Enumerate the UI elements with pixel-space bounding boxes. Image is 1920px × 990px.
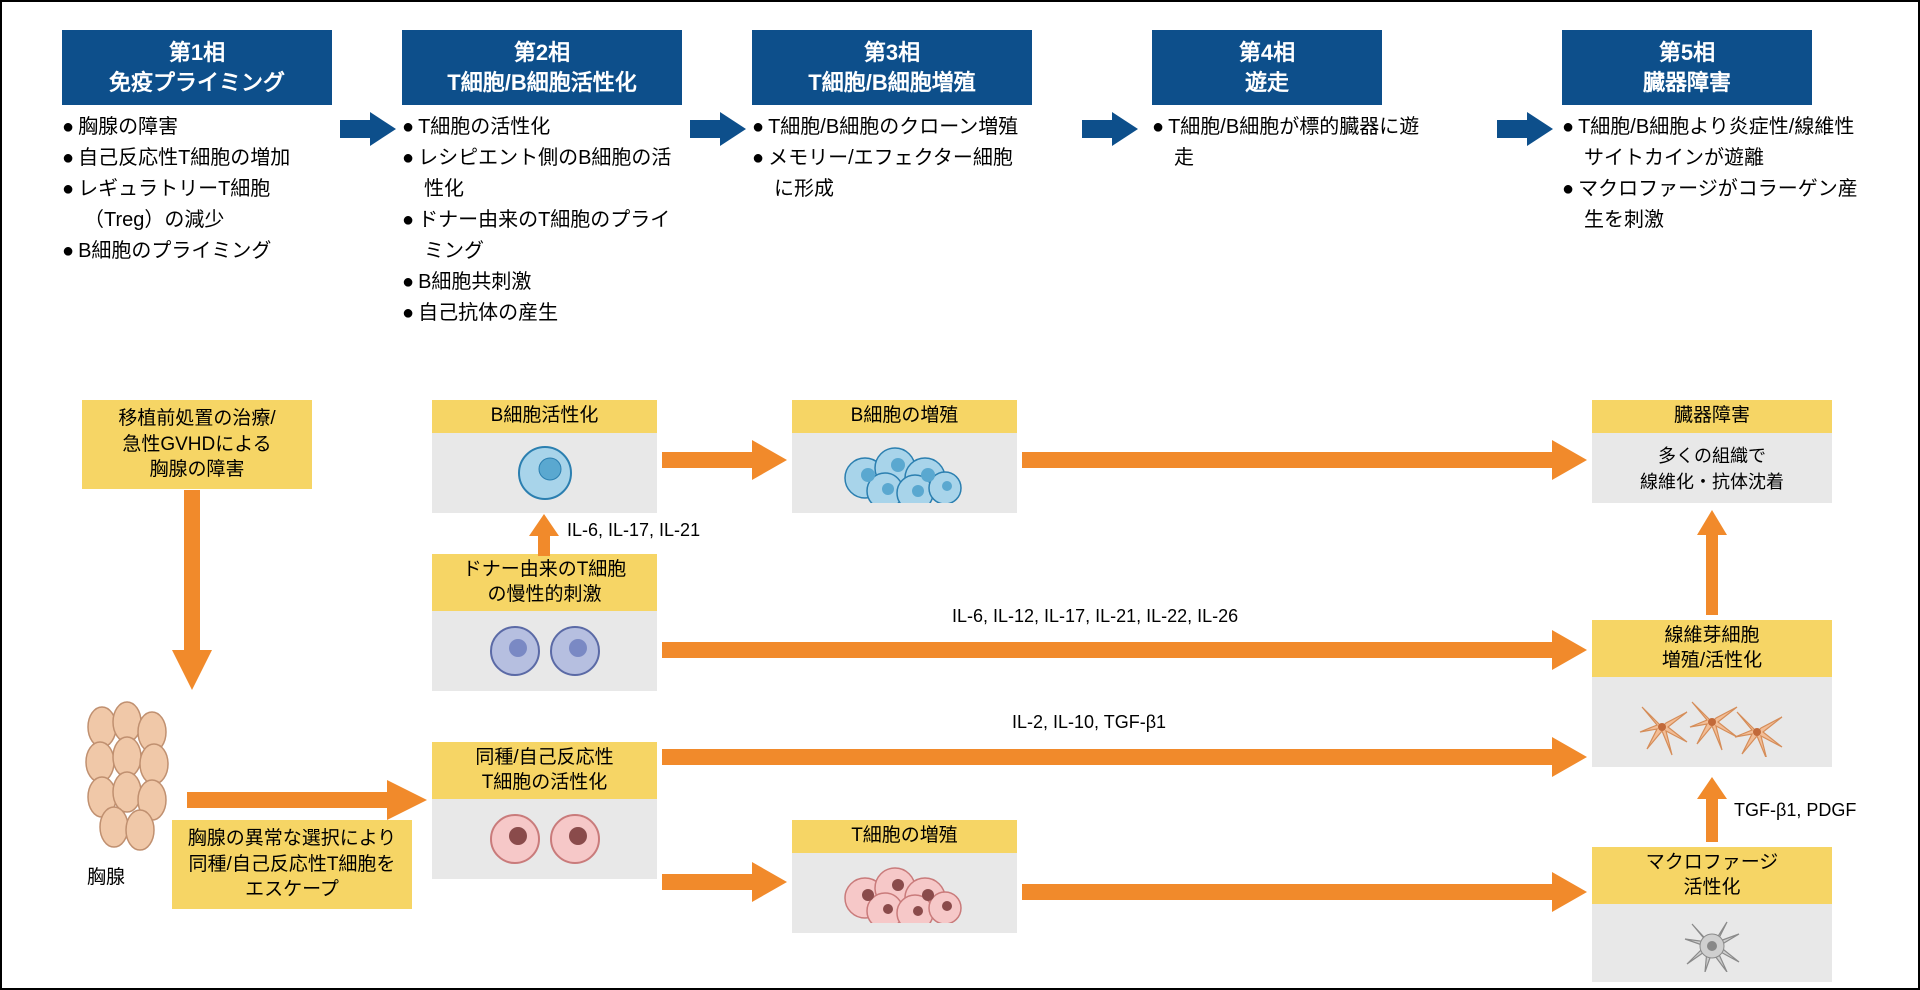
- arrow-donor-to-fibro: [662, 630, 1587, 670]
- note-escape: 胸腺の異常な選択により同種/自己反応性T細胞をエスケープ: [172, 820, 412, 909]
- panel-macrophage: マクロファージ 活性化: [1592, 847, 1832, 982]
- arrow-tprolif-to-macro: [1022, 872, 1587, 912]
- arrow-note-to-thymus: [172, 490, 212, 690]
- phase-arrow-2-3: [690, 112, 746, 146]
- t-cells-cluster-icon: [840, 863, 970, 923]
- arrow-bprolif-to-organ: [1022, 440, 1587, 480]
- phase1-bullets: 胸腺の障害 自己反応性T細胞の増加 レギュラトリーT細胞（Treg）の減少 B細…: [62, 112, 332, 267]
- arrow-thymus-to-allo: [187, 780, 427, 820]
- label-il6-12-17-21-22-26: IL-6, IL-12, IL-17, IL-21, IL-22, IL-26: [952, 606, 1238, 627]
- phase2-bullets: T細胞の活性化 レシピエント側のB細胞の活性化 ドナー由来のT細胞のプライミング…: [402, 112, 682, 329]
- donor-t-cells-icon: [480, 621, 610, 681]
- note-thymus-damage: 移植前処置の治療/ 急性GVHDによる 胸腺の障害: [82, 400, 312, 489]
- phase1-line1: 第1相: [74, 38, 320, 68]
- panel-t-proliferation: T細胞の増殖: [792, 820, 1017, 933]
- thymus-label: 胸腺: [87, 862, 125, 889]
- phase4-line2: 遊走: [1164, 68, 1370, 98]
- arrow-fibro-to-organ: [1697, 510, 1727, 615]
- phase-arrow-3-4: [1082, 112, 1138, 146]
- arrow-allo-to-fibro: [662, 737, 1587, 777]
- phase5-line1: 第5相: [1574, 38, 1800, 68]
- phase-arrow-4-5: [1497, 112, 1553, 146]
- arrow-donor-to-b: [529, 514, 559, 556]
- panel-fibroblast: 線維芽細胞 増殖/活性化: [1592, 620, 1832, 767]
- phase4-line1: 第4相: [1164, 38, 1370, 68]
- label-tgfb1-pdgf: TGF-β1, PDGF: [1734, 800, 1856, 821]
- panel-b-activation: B細胞活性化: [432, 400, 657, 513]
- phase3-header: 第3相 T細胞/B細胞増殖: [752, 30, 1032, 105]
- phase5-bullets: T細胞/B細胞より炎症性/線維性サイトカインが遊離 マクロファージがコラーゲン産…: [1562, 112, 1862, 236]
- phase-arrow-1-2: [340, 112, 396, 146]
- panel-donor-t: ドナー由来のT細胞 の慢性的刺激: [432, 554, 657, 691]
- panel-organ-damage: 臓器障害 多くの組織で 線維化・抗体沈着: [1592, 400, 1832, 503]
- phase1-line2: 免疫プライミング: [74, 68, 320, 98]
- phase1-header: 第1相 免疫プライミング: [62, 30, 332, 105]
- phase2-header: 第2相 T細胞/B細胞活性化: [402, 30, 682, 105]
- phase3-bullets: T細胞/B細胞のクローン増殖 メモリー/エフェクター細胞に形成: [752, 112, 1032, 205]
- panel-b-proliferation: B細胞の増殖: [792, 400, 1017, 513]
- b-cell-icon: [515, 443, 575, 503]
- phase3-line2: T細胞/B細胞増殖: [764, 68, 1020, 98]
- fibroblast-icon: [1632, 687, 1792, 757]
- label-il2-10-tgfb1: IL-2, IL-10, TGF-β1: [1012, 712, 1166, 733]
- phase4-header: 第4相 遊走: [1152, 30, 1382, 105]
- label-il6-17-21: IL-6, IL-17, IL-21: [567, 520, 700, 541]
- arrow-allo-to-tprolif: [662, 862, 787, 902]
- phase2-line2: T細胞/B細胞活性化: [414, 68, 670, 98]
- phase5-line2: 臓器障害: [1574, 68, 1800, 98]
- phase4-bullets: T細胞/B細胞が標的臓器に遊走: [1152, 112, 1432, 174]
- macrophage-icon: [1677, 914, 1747, 972]
- b-cells-cluster-icon: [840, 443, 970, 503]
- allo-t-cells-icon: [480, 809, 610, 869]
- phase2-line1: 第2相: [414, 38, 670, 68]
- phase5-header: 第5相 臓器障害: [1562, 30, 1812, 105]
- panel-allo-t: 同種/自己反応性 T細胞の活性化: [432, 742, 657, 879]
- arrow-macro-to-fibro: [1697, 777, 1727, 842]
- arrow-bact-to-bprolif: [662, 440, 787, 480]
- phase3-line1: 第3相: [764, 38, 1020, 68]
- thymus-icon: [72, 702, 182, 852]
